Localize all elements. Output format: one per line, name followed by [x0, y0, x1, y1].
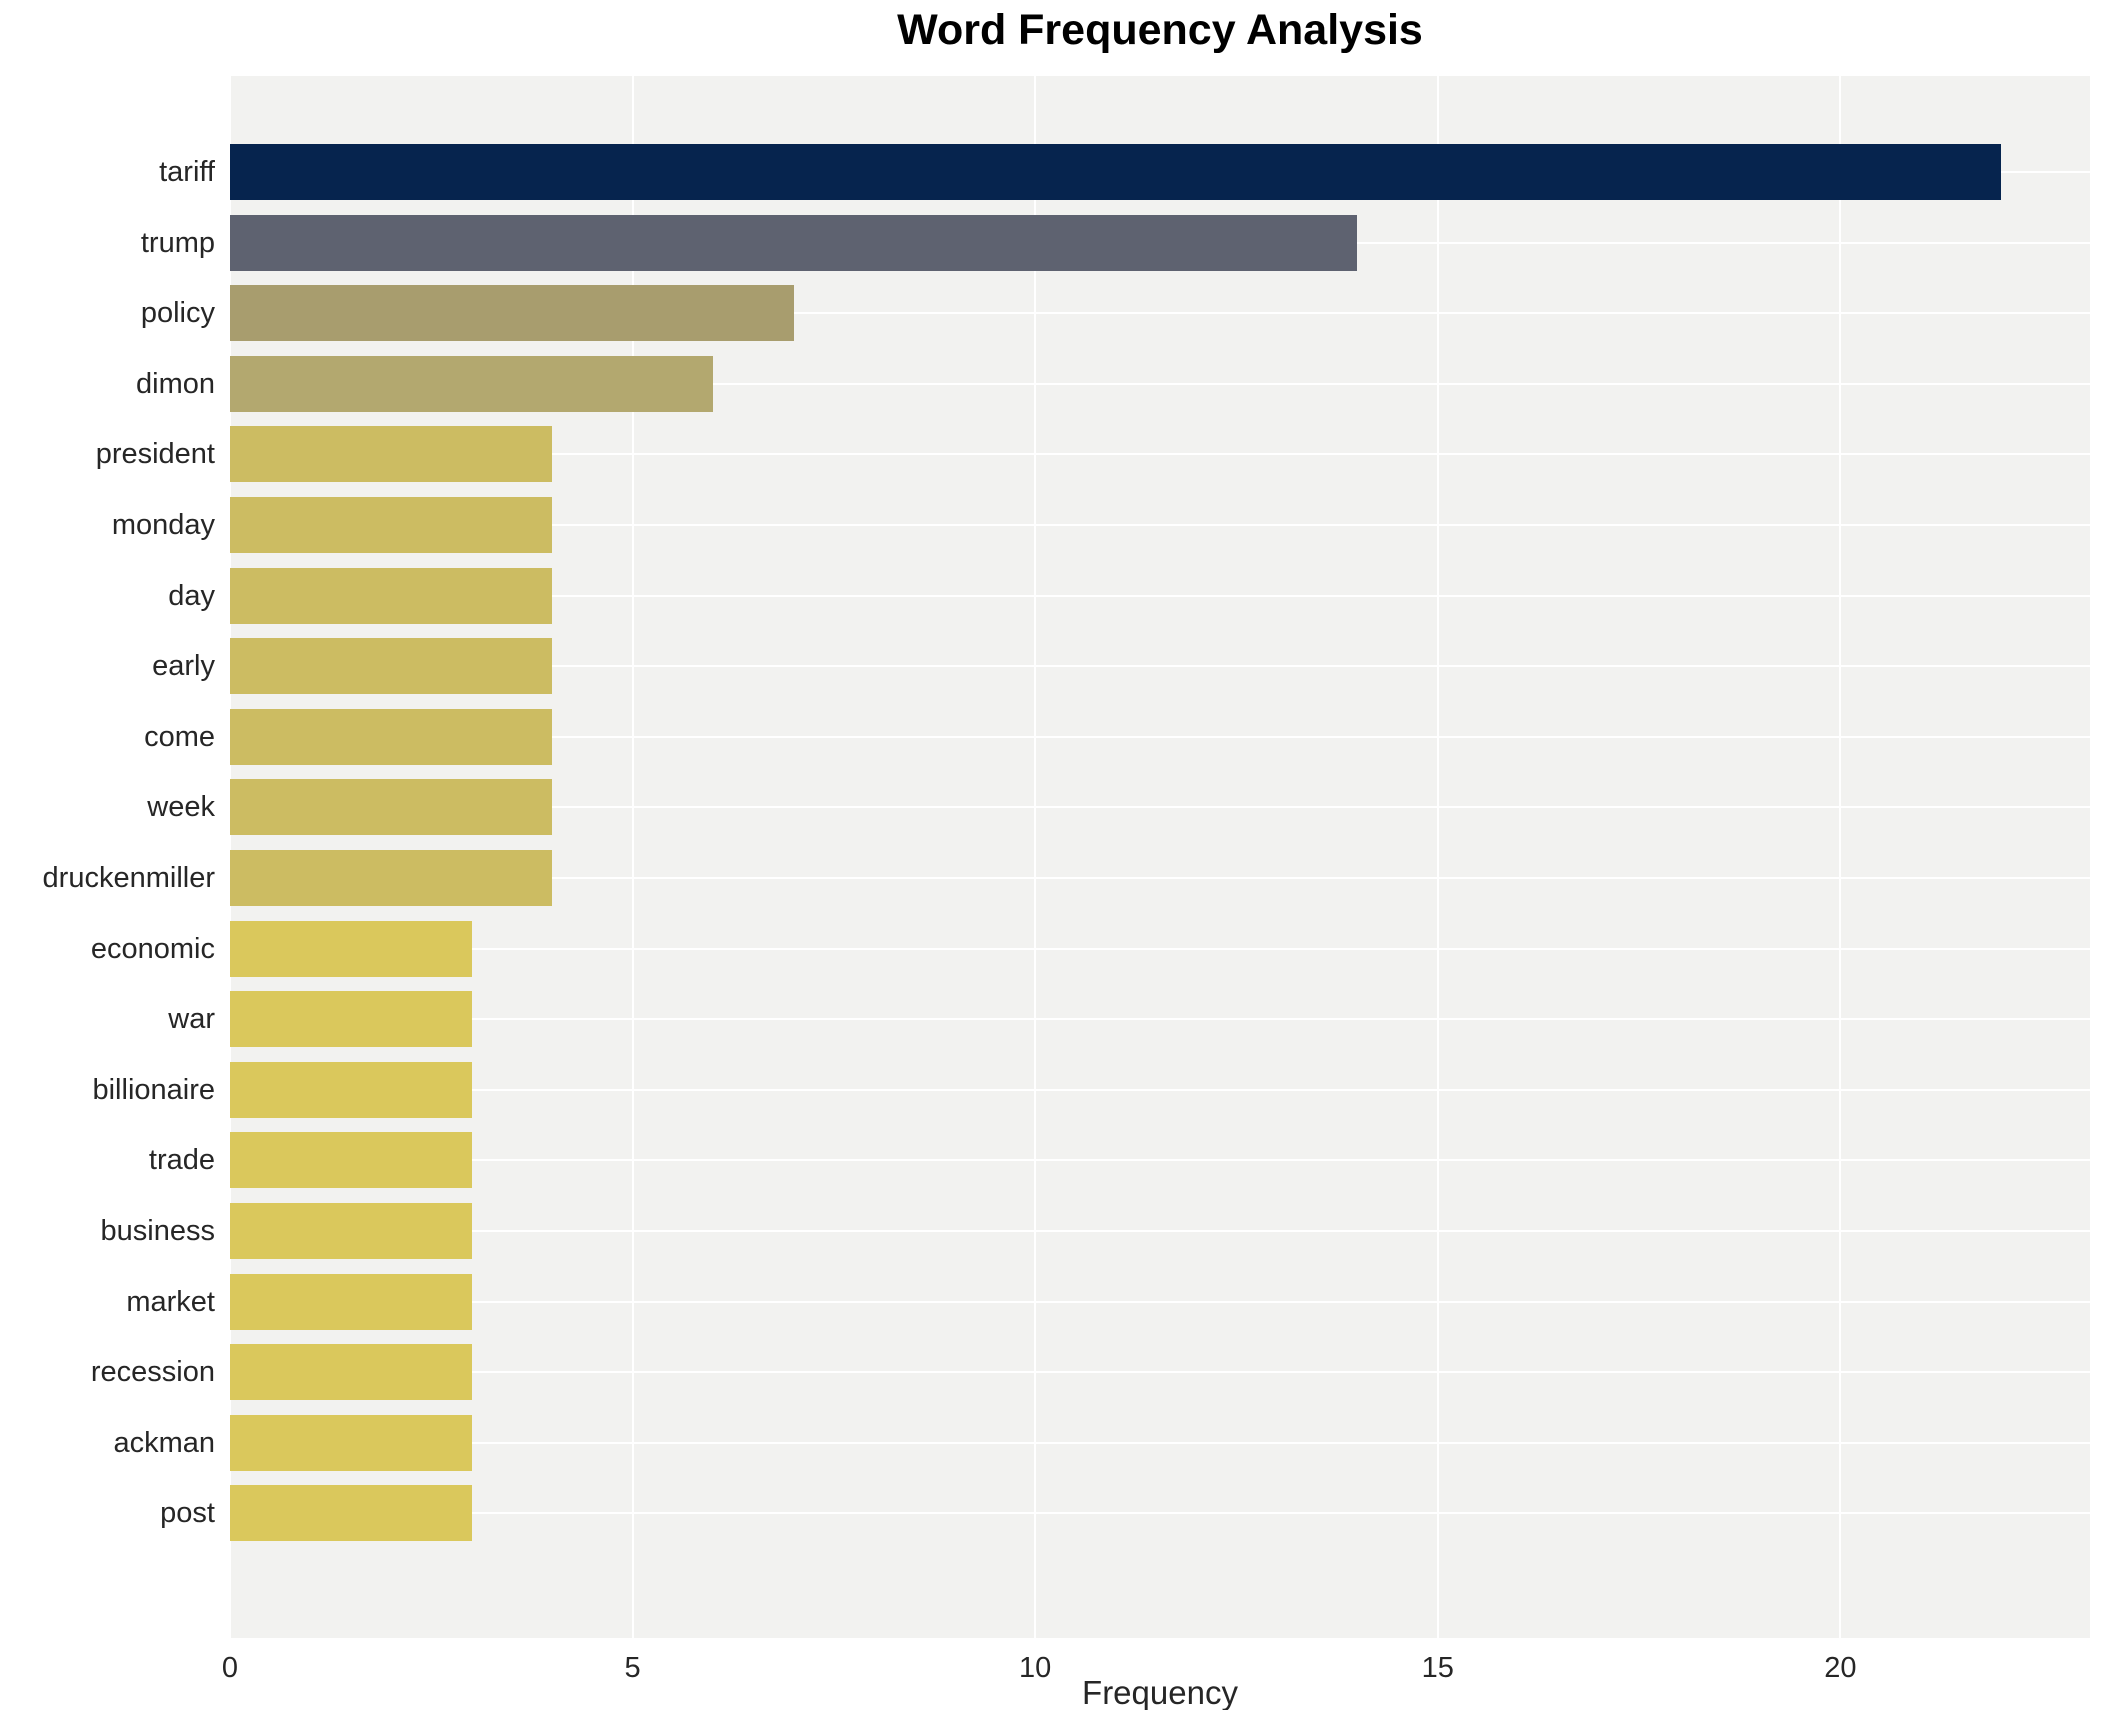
gridline-h [230, 524, 2090, 526]
bar-recession [230, 1344, 472, 1401]
y-label-recession: recession [90, 1356, 215, 1389]
gridline-h [230, 877, 2090, 879]
y-label-druckenmiller: druckenmiller [42, 862, 215, 894]
x-tick-5: 5 [624, 1652, 641, 1684]
y-label-tariff: tariff [159, 156, 215, 188]
gridline-h [230, 594, 2090, 597]
bar-market [230, 1273, 472, 1330]
chart-title: Word Frequency Analysis [897, 6, 1423, 54]
bar-dimon [230, 355, 714, 412]
y-label-war: war [168, 1003, 215, 1036]
bar-week [230, 779, 553, 836]
bar-tariff [230, 144, 2002, 200]
gridline-h [230, 1371, 2090, 1374]
y-label-monday: monday [111, 509, 215, 541]
bar-policy [230, 285, 794, 342]
y-label-come: come [144, 720, 215, 753]
gridline-h [230, 1300, 2090, 1303]
gridline-h [230, 806, 2090, 809]
x-tick-15: 15 [1421, 1652, 1454, 1684]
gridline-v [1839, 76, 1842, 1638]
bar-war [230, 991, 472, 1048]
y-label-early: early [152, 650, 215, 683]
bar-day [230, 567, 553, 624]
gridline-h [230, 735, 2090, 738]
gridline-v [631, 76, 634, 1638]
y-label-ackman: ackman [113, 1426, 215, 1459]
gridline-h [230, 312, 2090, 315]
bar-business [230, 1203, 472, 1259]
gridline-h [230, 453, 2090, 456]
gridline-h [230, 1441, 2090, 1444]
gridline-h [230, 1512, 2090, 1515]
bar-early [230, 638, 553, 695]
bar-post [230, 1485, 472, 1542]
y-label-economic: economic [90, 932, 215, 965]
gridline-h [230, 1088, 2090, 1091]
bar-trade [230, 1132, 472, 1189]
gridline-h [230, 1018, 2090, 1021]
gridline-h [230, 1159, 2090, 1162]
gridline-h [230, 382, 2090, 385]
y-label-market: market [126, 1285, 215, 1318]
gridline-v [1436, 76, 1439, 1638]
x-tick-10: 10 [1019, 1652, 1052, 1684]
y-label-dimon: dimon [136, 367, 215, 400]
bar-come [230, 708, 553, 765]
x-tick-20: 20 [1824, 1652, 1857, 1684]
bar-billionaire [230, 1061, 472, 1118]
gridline-h [230, 1230, 2090, 1232]
y-label-president: president [95, 438, 215, 471]
bar-ackman [230, 1414, 472, 1471]
y-label-week: week [147, 791, 215, 824]
gridline-v [1034, 76, 1037, 1638]
y-label-trade: trade [148, 1144, 215, 1177]
bar-president [230, 426, 553, 483]
x-axis-label: Frequency [1082, 1674, 1238, 1710]
y-label-business: business [100, 1215, 215, 1247]
bar-druckenmiller [230, 850, 553, 906]
plot-area [229, 76, 2090, 1638]
bar-economic [230, 920, 472, 977]
y-label-trump: trump [140, 226, 215, 259]
gridline-h [230, 947, 2090, 950]
x-tick-0: 0 [221, 1652, 239, 1684]
y-label-post: post [160, 1497, 215, 1530]
bar-trump [230, 214, 1358, 271]
y-label-policy: policy [140, 297, 215, 330]
gridline-h [230, 665, 2090, 668]
y-label-billionaire: billionaire [92, 1073, 215, 1106]
y-label-day: day [168, 579, 215, 612]
bar-monday [230, 497, 553, 553]
